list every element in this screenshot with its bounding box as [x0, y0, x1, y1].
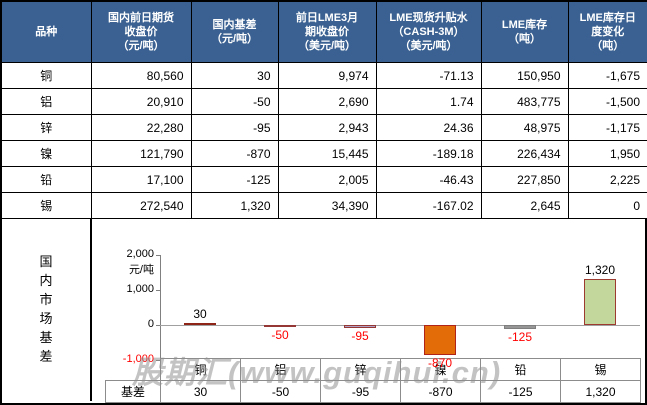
value-cell: -1,675	[567, 62, 647, 89]
table-row-4: 铅 17,100 -125 2,005 -46.43 227,850 2,225	[0, 166, 647, 193]
y-tick-mark	[156, 325, 160, 326]
y-tick-label: -1,000	[122, 353, 154, 365]
value-cell: -95	[190, 114, 279, 141]
y-tick-mark	[156, 360, 160, 361]
metal-name-cell: 铜	[0, 62, 92, 89]
value-cell: -50	[190, 88, 279, 115]
header-cell-2: 国内基差 （元/吨）	[190, 0, 279, 63]
y-tick-label: 2,000	[126, 248, 154, 260]
y-tick-mark	[156, 290, 160, 291]
value-cell: 227,850	[480, 166, 569, 193]
header-cell-0: 品种	[0, 0, 92, 63]
table-row-3: 镍 121,790 -870 15,445 -189.18 226,434 1,950	[0, 140, 647, 167]
bar-value-label: -870	[427, 356, 453, 370]
value-cell: -1,500	[567, 88, 647, 115]
table-row-5: 锡 272,540 1,320 34,390 -167.02 2,645 0	[0, 192, 647, 220]
value-cell: 1.74	[375, 88, 482, 115]
y-tick-label: 1,000	[126, 283, 154, 295]
value-cell: -189.18	[375, 140, 482, 167]
value-cell: 1,320	[190, 192, 279, 220]
basis-bar-chart: 元/吨 30 -50 -95 -870 -125 1,320 铜铝锌镍铅锡基差 30 -50-…	[94, 219, 645, 403]
domestic-basis-section: 国内市场基差 元/吨 30 -50 -95 -870 -125 1,320 铜铝锌镍铅锡基…	[0, 219, 647, 405]
value-cell: 2,943	[277, 114, 377, 141]
series-value-cell-5: 1,320	[560, 380, 641, 403]
metal-name-cell: 锡	[0, 192, 92, 220]
value-cell: 34,390	[277, 192, 377, 220]
bar-value-label: -95	[351, 329, 369, 343]
value-cell: 0	[567, 192, 647, 220]
value-cell: 17,100	[90, 166, 192, 193]
chart-bar-0	[184, 323, 216, 325]
chart-bar-2	[344, 325, 376, 328]
value-cell: -870	[190, 140, 279, 167]
value-cell: 1,950	[567, 140, 647, 167]
value-cell: 2,225	[567, 166, 647, 193]
category-cell-1: 铝	[240, 358, 321, 381]
section-side-label: 国内市场基差	[39, 254, 53, 364]
series-row-header: 基差	[105, 380, 161, 403]
y-tick-label: 0	[147, 318, 154, 330]
value-cell: 9,974	[277, 62, 377, 89]
value-cell: 15,445	[277, 140, 377, 167]
value-cell: 2,645	[480, 192, 569, 220]
value-cell: 2,005	[277, 166, 377, 193]
value-cell: -125	[190, 166, 279, 193]
value-cell: -167.02	[375, 192, 482, 220]
table-row-0: 铜 80,560 30 9,974 -71.13 150,950 -1,675	[0, 62, 647, 89]
bar-value-label: 30	[193, 307, 207, 321]
value-cell: 80,560	[90, 62, 192, 89]
value-cell: 24.36	[375, 114, 482, 141]
category-cell-5: 锡	[560, 358, 641, 381]
x-axis-line	[160, 325, 640, 326]
header-cell-6: LME库存日 度变化 （吨）	[567, 0, 647, 63]
section-side-label-cell: 国内市场基差	[2, 219, 92, 401]
value-cell: -46.43	[375, 166, 482, 193]
value-cell: 22,280	[90, 114, 192, 141]
header-cell-5: LME库存 （吨）	[480, 0, 569, 63]
chart-bar-5	[584, 279, 616, 325]
chart-bar-3	[424, 325, 456, 355]
series-value-cell-0: 30	[160, 380, 241, 403]
value-cell: 272,540	[90, 192, 192, 220]
table-row-1: 铝 20,910 -50 2,690 1.74 483,775 -1,500	[0, 88, 647, 115]
value-cell: 48,975	[480, 114, 569, 141]
chart-bar-4	[504, 325, 536, 329]
metal-name-cell: 铅	[0, 166, 92, 193]
y-axis-line	[160, 255, 161, 360]
series-value-cell-1: -50	[240, 380, 321, 403]
value-cell: 30	[190, 62, 279, 89]
price-table: 品种 国内前日期货 收盘价 （元/吨） 国内基差 （元/吨） 前日LME3月 期收盘价…	[0, 0, 647, 220]
metal-name-cell: 镍	[0, 140, 92, 167]
metal-name-cell: 铝	[0, 88, 92, 115]
metal-name-cell: 锌	[0, 114, 92, 141]
chart-bar-1	[264, 325, 296, 327]
category-cell-2: 锌	[320, 358, 401, 381]
price-table-header: 品种 国内前日期货 收盘价 （元/吨） 国内基差 （元/吨） 前日LME3月 期收盘价…	[0, 0, 647, 63]
value-cell: 2,690	[277, 88, 377, 115]
value-cell: -71.13	[375, 62, 482, 89]
y-axis-unit-label: 元/吨	[128, 264, 154, 276]
y-tick-mark	[156, 255, 160, 256]
table-row-2: 锌 22,280 -95 2,943 24.36 48,975 -1,175	[0, 114, 647, 141]
bar-value-label: -125	[507, 330, 533, 344]
category-cell-4: 铅	[480, 358, 561, 381]
value-cell: 121,790	[90, 140, 192, 167]
value-cell: 483,775	[480, 88, 569, 115]
bar-value-label: 1,320	[584, 263, 616, 277]
value-cell: 20,910	[90, 88, 192, 115]
value-cell: 150,950	[480, 62, 569, 89]
value-cell: 226,434	[480, 140, 569, 167]
category-cell-0: 铜	[160, 358, 241, 381]
series-value-cell-4: -125	[480, 380, 561, 403]
header-cell-4: LME现货升贴水 （CASH-3M） （美元/吨）	[375, 0, 482, 63]
header-cell-1: 国内前日期货 收盘价 （元/吨）	[90, 0, 192, 63]
series-value-cell-2: -95	[320, 380, 401, 403]
header-cell-3: 前日LME3月 期收盘价 （美元/吨）	[277, 0, 377, 63]
value-cell: -1,175	[567, 114, 647, 141]
series-value-cell-3: -870	[400, 380, 481, 403]
bar-value-label: -50	[271, 328, 289, 342]
